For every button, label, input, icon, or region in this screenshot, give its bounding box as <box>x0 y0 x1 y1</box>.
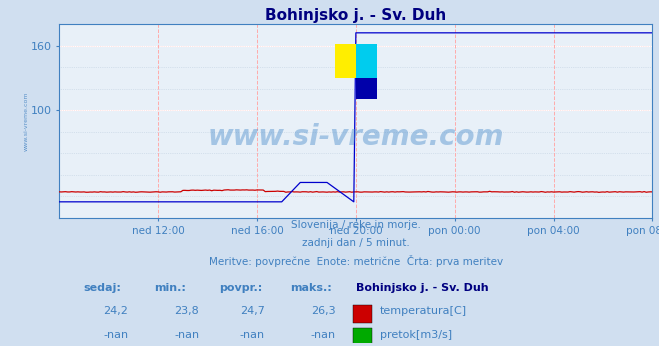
Text: Slovenija / reke in morje.: Slovenija / reke in morje. <box>291 220 421 230</box>
Text: 23,8: 23,8 <box>175 307 199 317</box>
Text: min.:: min.: <box>154 283 186 293</box>
Text: Bohinjsko j. - Sv. Duh: Bohinjsko j. - Sv. Duh <box>356 283 488 293</box>
Bar <box>356 44 377 79</box>
Text: www.si-vreme.com: www.si-vreme.com <box>208 122 504 151</box>
Text: povpr.:: povpr.: <box>219 283 263 293</box>
Text: 24,2: 24,2 <box>103 307 128 317</box>
Bar <box>356 79 377 99</box>
Text: pretok[m3/s]: pretok[m3/s] <box>380 330 451 340</box>
Bar <box>353 304 372 322</box>
Text: Meritve: povprečne  Enote: metrične  Črta: prva meritev: Meritve: povprečne Enote: metrične Črta:… <box>209 255 503 267</box>
Text: www.si-vreme.com: www.si-vreme.com <box>24 91 29 151</box>
Text: maks.:: maks.: <box>291 283 332 293</box>
Text: -nan: -nan <box>174 330 200 340</box>
Text: sedaj:: sedaj: <box>83 283 121 293</box>
Text: temperatura[C]: temperatura[C] <box>380 307 467 317</box>
Bar <box>335 44 356 79</box>
Text: -nan: -nan <box>310 330 336 340</box>
Text: zadnji dan / 5 minut.: zadnji dan / 5 minut. <box>302 238 410 248</box>
Text: -nan: -nan <box>239 330 265 340</box>
Title: Bohinjsko j. - Sv. Duh: Bohinjsko j. - Sv. Duh <box>265 8 447 23</box>
Text: -nan: -nan <box>103 330 129 340</box>
Text: 24,7: 24,7 <box>240 307 264 317</box>
Text: 26,3: 26,3 <box>311 307 335 317</box>
Bar <box>353 328 372 346</box>
